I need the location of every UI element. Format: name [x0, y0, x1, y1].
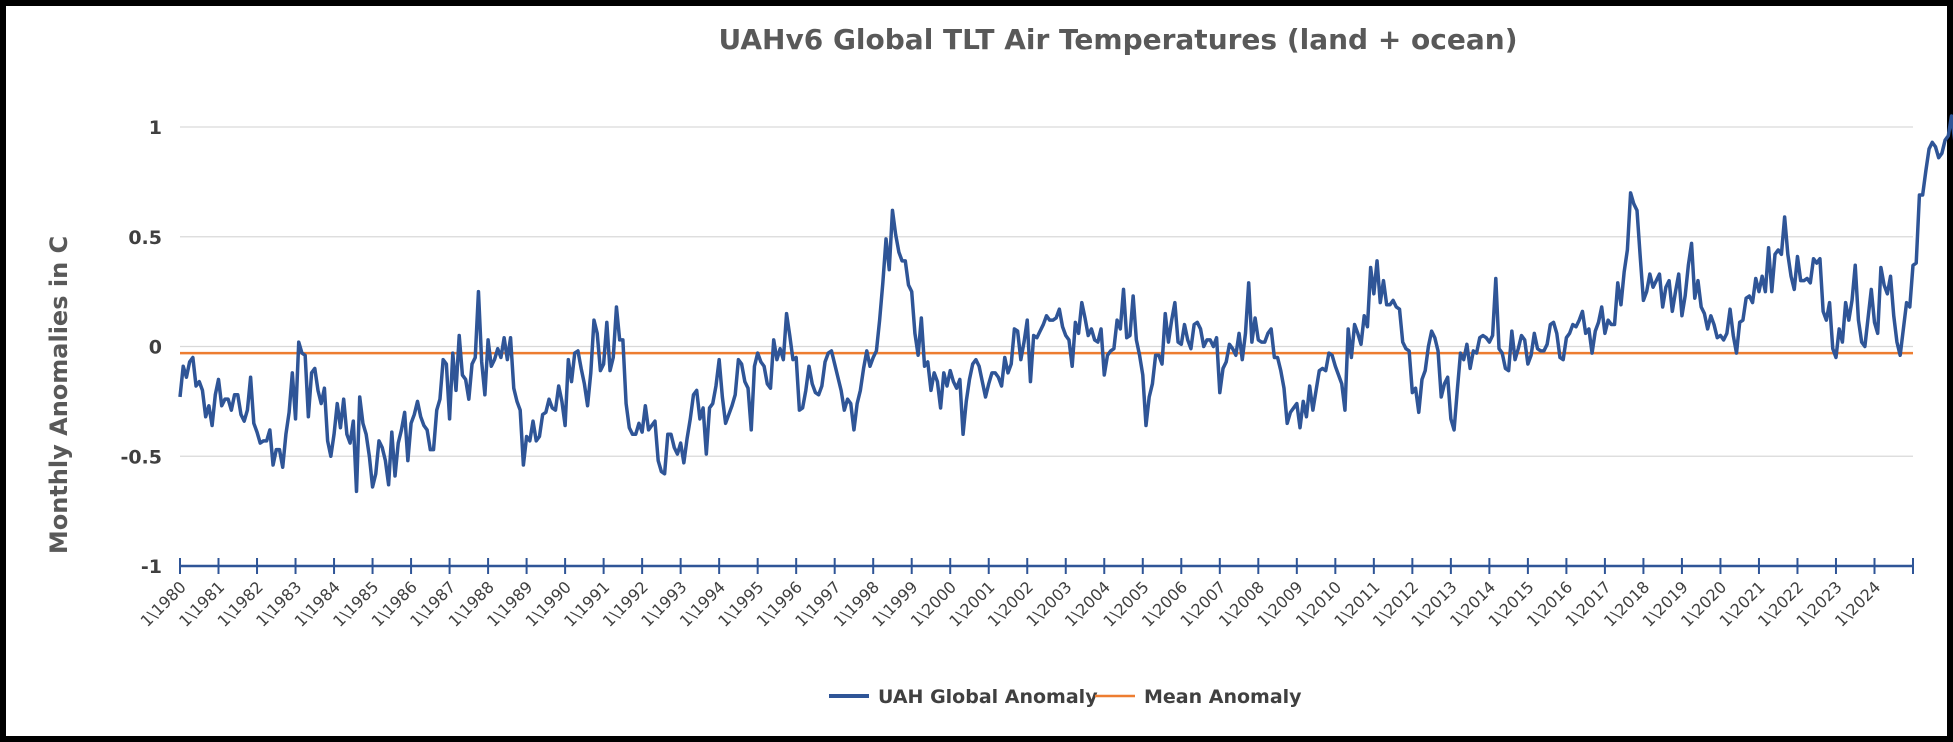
y-tick-label: 0.5	[128, 227, 162, 249]
uah-global-anomaly-line	[178, 114, 1953, 494]
y-axis-label: Monthly Anomalies in C	[45, 236, 73, 554]
gridlines	[180, 126, 1913, 457]
series-lines	[178, 114, 1953, 494]
legend-label-mean: Mean Anomaly	[1144, 686, 1302, 708]
x-axis: 1\19801\19811\19821\19831\19841\19851\19…	[137, 558, 1914, 631]
legend-label-uah: UAH Global Anomaly	[878, 686, 1098, 708]
y-tick-label: 1	[149, 117, 162, 139]
y-axis-ticks: -1 -0.5 0 0.5 1	[120, 117, 162, 578]
legend: UAH Global Anomaly Mean Anomaly	[829, 686, 1302, 708]
y-tick-label: 0	[149, 337, 162, 359]
y-tick-label: -0.5	[120, 446, 162, 468]
y-tick-label: -1	[141, 556, 162, 578]
chart-title: UAHv6 Global TLT Air Temperatures (land …	[718, 23, 1517, 56]
